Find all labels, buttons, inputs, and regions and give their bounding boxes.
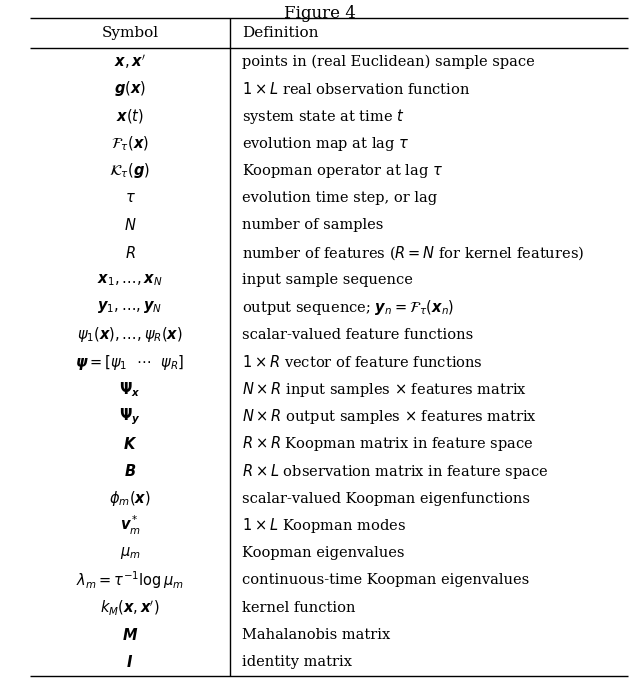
Text: $\boldsymbol{\Psi}_{\boldsymbol{x}}$: $\boldsymbol{\Psi}_{\boldsymbol{x}}$ bbox=[119, 380, 141, 398]
Text: continuous-time Koopman eigenvalues: continuous-time Koopman eigenvalues bbox=[242, 573, 529, 588]
Text: $\phi_m(\boldsymbol{x})$: $\phi_m(\boldsymbol{x})$ bbox=[109, 489, 151, 508]
Text: Symbol: Symbol bbox=[101, 26, 159, 40]
Text: $1 \times L$ Koopman modes: $1 \times L$ Koopman modes bbox=[242, 516, 406, 535]
Text: $\boldsymbol{\psi} = \left[\psi_1 \ \ \cdots \ \ \psi_R\right]$: $\boldsymbol{\psi} = \left[\psi_1 \ \ \c… bbox=[76, 352, 184, 372]
Text: scalar-valued feature functions: scalar-valued feature functions bbox=[242, 327, 473, 342]
Text: $\boldsymbol{g}(\boldsymbol{x})$: $\boldsymbol{g}(\boldsymbol{x})$ bbox=[114, 79, 146, 98]
Text: scalar-valued Koopman eigenfunctions: scalar-valued Koopman eigenfunctions bbox=[242, 491, 530, 506]
Text: $R \times L$ observation matrix in feature space: $R \times L$ observation matrix in featu… bbox=[242, 462, 548, 481]
Text: $\boldsymbol{y}_1,\ldots,\boldsymbol{y}_N$: $\boldsymbol{y}_1,\ldots,\boldsymbol{y}_… bbox=[97, 299, 163, 315]
Text: $\psi_1(\boldsymbol{x}),\ldots,\psi_R(\boldsymbol{x})$: $\psi_1(\boldsymbol{x}),\ldots,\psi_R(\b… bbox=[77, 325, 183, 344]
Text: evolution map at lag $\tau$: evolution map at lag $\tau$ bbox=[242, 135, 410, 153]
Text: $\boldsymbol{B}$: $\boldsymbol{B}$ bbox=[124, 463, 136, 480]
Text: $\mathcal{F}_{\tau}(\boldsymbol{x})$: $\mathcal{F}_{\tau}(\boldsymbol{x})$ bbox=[111, 134, 149, 153]
Text: $R$: $R$ bbox=[125, 245, 136, 261]
Text: system state at time $t$: system state at time $t$ bbox=[242, 107, 404, 126]
Text: $N \times R$ output samples $\times$ features matrix: $N \times R$ output samples $\times$ fea… bbox=[242, 407, 537, 426]
Text: $\boldsymbol{M}$: $\boldsymbol{M}$ bbox=[122, 627, 138, 643]
Text: Koopman eigenvalues: Koopman eigenvalues bbox=[242, 546, 404, 560]
Text: $\boldsymbol{\Psi}_{\boldsymbol{y}}$: $\boldsymbol{\Psi}_{\boldsymbol{y}}$ bbox=[119, 407, 141, 427]
Text: $\boldsymbol{x}, \boldsymbol{x}'$: $\boldsymbol{x}, \boldsymbol{x}'$ bbox=[114, 52, 146, 71]
Text: $N$: $N$ bbox=[124, 217, 136, 233]
Text: output sequence; $\boldsymbol{y}_n = \mathcal{F}_{\tau}(\boldsymbol{x}_n)$: output sequence; $\boldsymbol{y}_n = \ma… bbox=[242, 298, 454, 317]
Text: number of samples: number of samples bbox=[242, 219, 383, 233]
Text: $1 \times L$ real observation function: $1 \times L$ real observation function bbox=[242, 81, 470, 97]
Text: evolution time step, or lag: evolution time step, or lag bbox=[242, 191, 437, 205]
Text: points in (real Euclidean) sample space: points in (real Euclidean) sample space bbox=[242, 54, 535, 69]
Text: $\mu_m$: $\mu_m$ bbox=[120, 545, 140, 561]
Text: input sample sequence: input sample sequence bbox=[242, 273, 413, 287]
Text: kernel function: kernel function bbox=[242, 601, 355, 615]
Text: number of features ($R = N$ for kernel features): number of features ($R = N$ for kernel f… bbox=[242, 244, 584, 261]
Text: identity matrix: identity matrix bbox=[242, 656, 352, 669]
Text: $N \times R$ input samples $\times$ features matrix: $N \times R$ input samples $\times$ feat… bbox=[242, 380, 527, 399]
Text: Definition: Definition bbox=[242, 26, 319, 40]
Text: $\boldsymbol{v}_m^*$: $\boldsymbol{v}_m^*$ bbox=[120, 514, 141, 537]
Text: $\boldsymbol{x}_1,\ldots,\boldsymbol{x}_N$: $\boldsymbol{x}_1,\ldots,\boldsymbol{x}_… bbox=[97, 272, 163, 288]
Text: $\lambda_m = \tau^{-1} \log \mu_m$: $\lambda_m = \tau^{-1} \log \mu_m$ bbox=[76, 570, 184, 591]
Text: $R \times R$ Koopman matrix in feature space: $R \times R$ Koopman matrix in feature s… bbox=[242, 434, 533, 453]
Text: $\boldsymbol{K}$: $\boldsymbol{K}$ bbox=[123, 436, 137, 452]
Text: Mahalanobis matrix: Mahalanobis matrix bbox=[242, 628, 390, 642]
Text: Koopman operator at lag $\tau$: Koopman operator at lag $\tau$ bbox=[242, 162, 443, 180]
Text: $k_M(\boldsymbol{x}, \boldsymbol{x}')$: $k_M(\boldsymbol{x}, \boldsymbol{x}')$ bbox=[100, 599, 160, 617]
Text: $\boldsymbol{x}(t)$: $\boldsymbol{x}(t)$ bbox=[116, 107, 144, 125]
Text: Figure 4: Figure 4 bbox=[284, 5, 356, 22]
Text: $1 \times R$ vector of feature functions: $1 \times R$ vector of feature functions bbox=[242, 354, 483, 370]
Text: $\tau$: $\tau$ bbox=[125, 191, 136, 205]
Text: $\mathcal{K}_{\tau}(\boldsymbol{g})$: $\mathcal{K}_{\tau}(\boldsymbol{g})$ bbox=[109, 162, 150, 180]
Text: $\boldsymbol{I}$: $\boldsymbol{I}$ bbox=[127, 654, 134, 670]
